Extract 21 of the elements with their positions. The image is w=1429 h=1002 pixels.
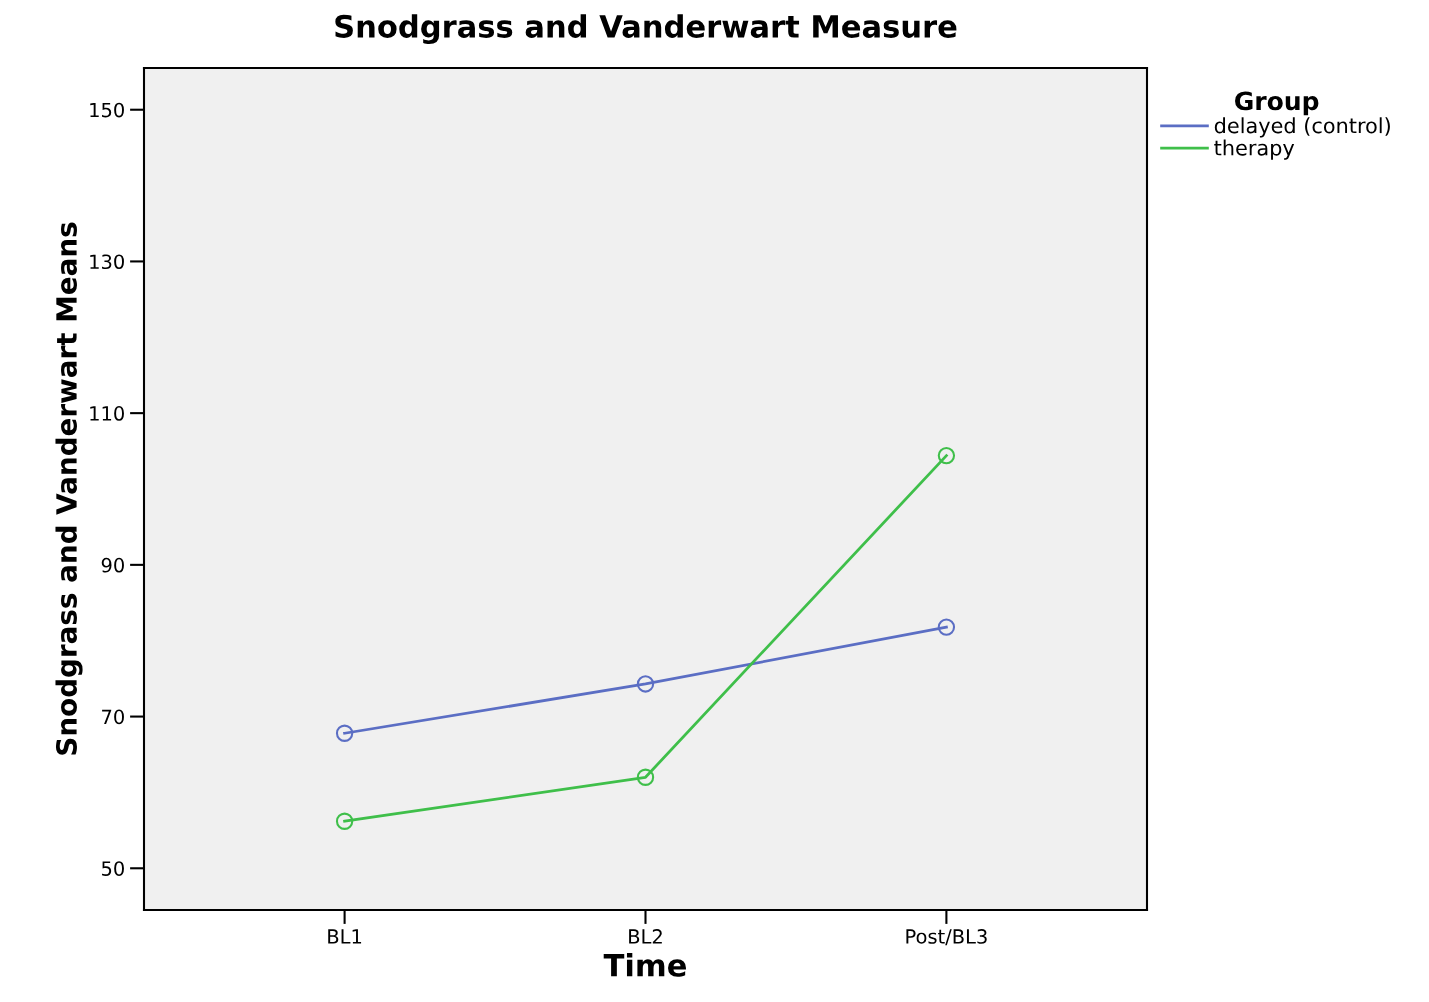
point bbox=[636, 768, 655, 786]
x-tick-label: Post/BL3 bbox=[906, 929, 987, 946]
y-tick-label: 130 bbox=[90, 254, 124, 270]
x-tick-label: BL2 bbox=[629, 929, 662, 944]
y-tick-label: 110 bbox=[90, 406, 124, 421]
legend-title: Group bbox=[1235, 91, 1319, 116]
y-tick-label: 50 bbox=[102, 861, 124, 876]
point bbox=[636, 675, 655, 693]
point bbox=[335, 724, 354, 742]
point bbox=[335, 812, 354, 830]
x-axis-title: Time bbox=[603, 953, 686, 977]
x-tick-label: BL1 bbox=[328, 929, 362, 944]
y-axis-title: Snodgrass and Vanderwart Means bbox=[55, 222, 83, 755]
legend-label: delayed (control) bbox=[1214, 117, 1390, 138]
y-tick-label: 70 bbox=[102, 709, 124, 725]
point bbox=[937, 446, 956, 465]
y-tick-label: 90 bbox=[101, 557, 124, 573]
chart-title: Snodgrass and Vanderwart Measure bbox=[335, 14, 957, 45]
legend-label: therapy bbox=[1214, 139, 1295, 160]
point bbox=[937, 618, 956, 636]
y-tick-label: 150 bbox=[90, 102, 124, 118]
